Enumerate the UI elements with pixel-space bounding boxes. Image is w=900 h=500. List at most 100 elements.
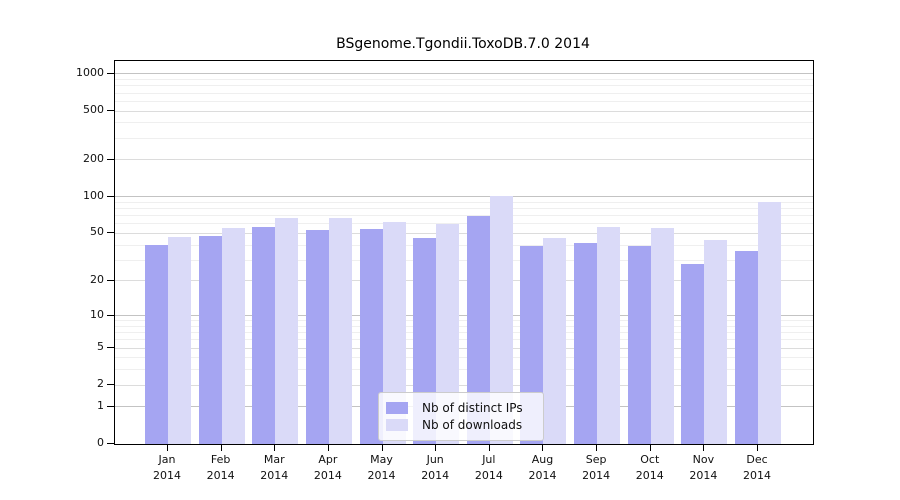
gridline-major	[115, 232, 813, 234]
bar-aug-downloads	[543, 237, 567, 444]
y-tick	[107, 72, 114, 74]
bar-mar-downloads	[275, 218, 299, 444]
x-tick	[435, 445, 437, 451]
x-tick-label: Jul 2014	[457, 452, 521, 484]
x-tick	[542, 445, 544, 451]
x-tick-year: 2014	[582, 469, 611, 482]
bar-oct-downloads	[650, 228, 674, 444]
x-tick	[327, 445, 329, 451]
bar-dec-downloads	[758, 202, 782, 444]
y-tick	[107, 384, 114, 386]
x-tick-label: Dec 2014	[725, 452, 789, 484]
gridline-minor	[115, 325, 813, 327]
bar-jul-downloads	[489, 196, 513, 444]
bar-dec-ips	[735, 250, 759, 444]
legend-swatch-distinct-ips	[386, 402, 408, 414]
y-tick	[107, 279, 114, 281]
y-tick	[107, 158, 114, 160]
gridline-minor	[115, 122, 813, 124]
y-tick	[107, 405, 114, 407]
x-tick-year: 2014	[260, 469, 289, 482]
x-tick-year: 2014	[206, 469, 235, 482]
x-tick-year: 2014	[153, 469, 181, 482]
x-tick-year: 2014	[635, 469, 664, 482]
bar-mar-ips	[252, 226, 276, 444]
gridline-minor	[115, 79, 813, 81]
bar-sep-ips	[574, 242, 598, 444]
gridline-minor	[115, 137, 813, 139]
gridline-minor	[115, 215, 813, 217]
x-tick-label: Aug 2014	[510, 452, 574, 484]
x-tick-year: 2014	[474, 469, 503, 482]
legend-label: Nb of distinct IPs	[422, 401, 523, 415]
legend-swatch-downloads	[386, 419, 408, 431]
x-tick-year: 2014	[421, 469, 450, 482]
bar-jan-downloads	[168, 236, 191, 444]
gridline-minor	[115, 244, 813, 246]
y-tick-label: 50	[90, 225, 104, 239]
y-tick	[107, 347, 114, 349]
legend-item-downloads: Nb of downloads	[386, 417, 535, 433]
bar-nov-ips	[681, 263, 705, 444]
y-tick	[107, 110, 114, 112]
gridline-major	[115, 347, 813, 349]
gridline-minor	[115, 320, 813, 322]
bar-oct-ips	[627, 246, 651, 444]
y-tick	[107, 232, 114, 234]
gridline-minor	[115, 339, 813, 341]
x-tick-year: 2014	[367, 469, 396, 482]
x-tick	[167, 445, 168, 451]
y-tick-label: 1000	[76, 65, 104, 79]
y-tick-label: 5	[97, 340, 104, 354]
bar-sep-downloads	[597, 226, 621, 444]
x-tick-year: 2014	[528, 469, 557, 482]
x-tick-year: 2014	[689, 469, 718, 482]
bar-may-ips	[359, 229, 383, 444]
x-tick	[274, 445, 276, 451]
gridline-minor	[115, 357, 813, 359]
x-tick-year: 2014	[743, 469, 772, 482]
x-tick	[381, 445, 383, 451]
gridline-minor	[115, 100, 813, 102]
bar-apr-ips	[305, 230, 329, 444]
y-tick-label: 1	[97, 398, 104, 412]
x-tick-label: Jun 2014	[403, 452, 467, 484]
bar-nov-downloads	[704, 240, 728, 444]
gridline-minor	[115, 85, 813, 87]
gridline-major	[115, 196, 813, 198]
y-tick-label: 20	[90, 272, 104, 286]
y-tick-label: 2	[97, 377, 104, 391]
x-tick	[488, 445, 490, 451]
gridline-major	[115, 73, 813, 75]
gridline-major	[115, 110, 813, 112]
bar-feb-downloads	[221, 228, 245, 444]
x-tick-label: Jan 2014	[135, 452, 199, 484]
gridline-minor	[115, 259, 813, 261]
gridline-major	[115, 280, 813, 282]
x-tick-label: Feb 2014	[189, 452, 253, 484]
x-tick-label: Sep 2014	[564, 452, 628, 484]
bar-jan-ips	[145, 245, 168, 444]
x-tick	[649, 445, 651, 451]
chart-title: BSgenome.Tgondii.ToxoDB.7.0 2014	[336, 36, 590, 52]
x-tick-label: Nov 2014	[671, 452, 735, 484]
x-tick	[220, 445, 222, 451]
gridline-minor	[115, 208, 813, 210]
x-tick-label: Oct 2014	[618, 452, 682, 484]
x-tick-label: May 2014	[350, 452, 414, 484]
y-tick-label: 200	[83, 151, 104, 165]
gridline-minor	[115, 92, 813, 94]
bar-jul-ips	[466, 215, 490, 444]
y-tick	[107, 314, 114, 316]
y-tick	[107, 443, 114, 444]
plot-area	[114, 60, 814, 445]
y-tick	[107, 195, 114, 197]
y-tick-label: 10	[90, 307, 104, 321]
x-tick-label: Apr 2014	[296, 452, 360, 484]
gridline-major	[115, 315, 813, 317]
legend-label: Nb of downloads	[422, 418, 523, 432]
bar-jun-downloads	[436, 223, 460, 444]
x-tick	[703, 445, 705, 451]
x-tick-label: Mar 2014	[242, 452, 306, 484]
